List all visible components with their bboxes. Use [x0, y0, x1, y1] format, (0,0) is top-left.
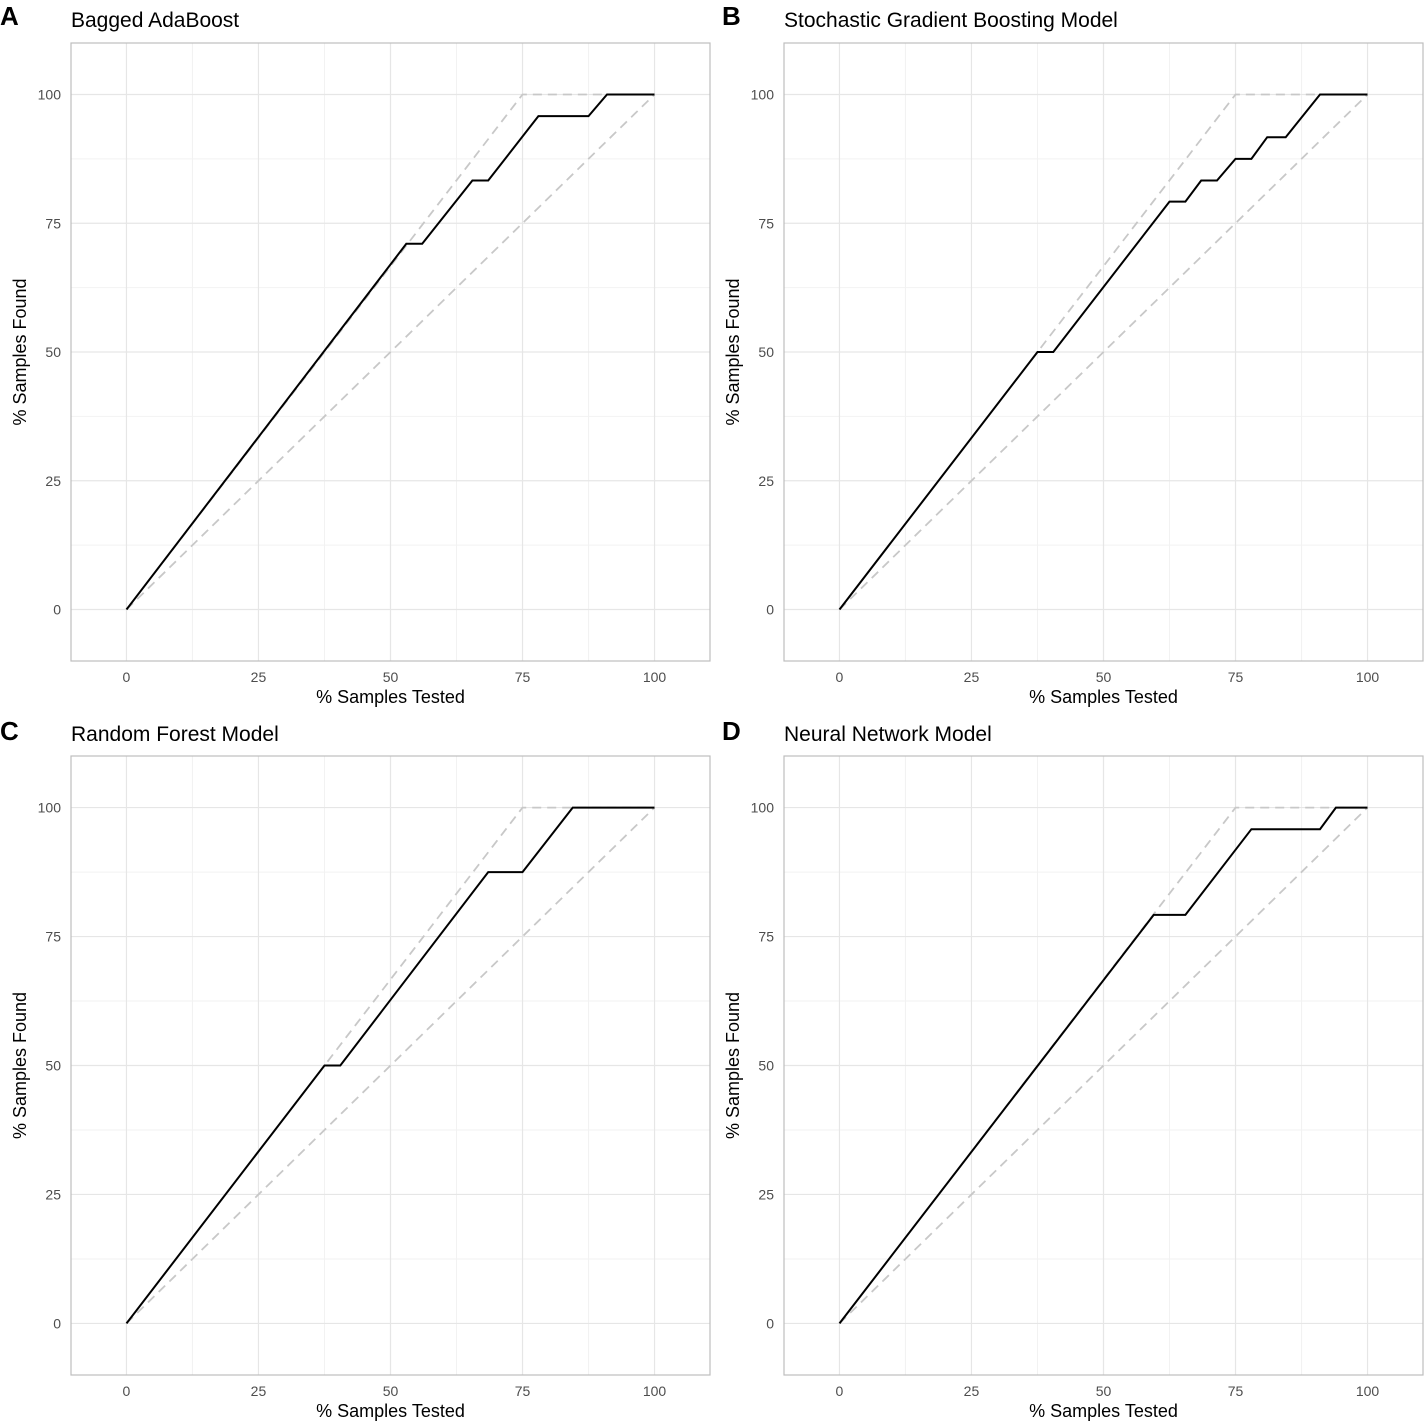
y-tick-label: 50: [45, 1058, 61, 1074]
y-tick-label: 75: [45, 215, 61, 231]
panel-title: Random Forest Model: [71, 723, 279, 746]
x-tick-label: 25: [251, 669, 267, 685]
y-tick-label: 25: [758, 473, 774, 489]
x-axis-title: % Samples Tested: [1029, 1401, 1178, 1421]
x-tick-label: 100: [1356, 1383, 1380, 1399]
series-random-line: [838, 806, 1369, 1325]
grid: [71, 43, 710, 661]
y-tick-label: 0: [766, 602, 774, 618]
x-tick-label: 50: [383, 669, 399, 685]
y-tick-label: 50: [45, 344, 61, 360]
series-random-line: [125, 93, 656, 611]
y-tick-label: 25: [45, 1186, 61, 1202]
panel-c: C Random Forest Model 0 25 50 75 100 0 25 50 75 100…: [0, 716, 711, 1421]
y-tick-label: 0: [53, 602, 61, 618]
x-tick-label: 0: [123, 1383, 131, 1399]
y-tick-label: 100: [38, 800, 62, 816]
x-tick-label: 25: [964, 1383, 980, 1399]
x-tick-label: 25: [964, 669, 980, 685]
x-tick-label: 100: [1356, 669, 1380, 685]
y-tick-label: 75: [758, 929, 774, 945]
panel-border: [783, 755, 1424, 1376]
x-tick-label: 75: [515, 669, 531, 685]
panel-letter: C: [0, 716, 19, 746]
y-tick-label: 0: [766, 1315, 774, 1331]
panel-border: [70, 755, 711, 1376]
panel-border: [783, 42, 1424, 662]
panel-title: Stochastic Gradient Boosting Model: [784, 9, 1118, 32]
grid: [784, 43, 1423, 661]
y-tick-label: 0: [53, 1315, 61, 1331]
grid: [71, 756, 710, 1375]
series-random-line: [838, 93, 1369, 611]
y-axis-title: % Samples Found: [723, 278, 743, 425]
y-tick-label: 25: [758, 1186, 774, 1202]
x-tick-label: 0: [836, 1383, 844, 1399]
y-tick-label: 50: [758, 344, 774, 360]
panel-a: A Bagged AdaBoost 0 25 50 75 100 0 25 50 75 100 % Sa…: [0, 1, 711, 707]
series-random-line: [125, 806, 656, 1325]
series-model-line: [125, 93, 655, 611]
y-tick-label: 75: [758, 215, 774, 231]
y-axis-title: % Samples Found: [723, 992, 743, 1139]
panel-letter: A: [0, 1, 19, 31]
series-model-line: [125, 806, 655, 1325]
x-tick-label: 0: [836, 669, 844, 685]
y-tick-label: 100: [38, 87, 62, 103]
panel-d: D Neural Network Model 0 25 50 75 100 0 25 50 75 10…: [722, 716, 1424, 1421]
y-tick-label: 100: [751, 800, 775, 816]
x-tick-label: 75: [515, 1383, 531, 1399]
y-tick-label: 50: [758, 1058, 774, 1074]
panel-title: Bagged AdaBoost: [71, 9, 239, 32]
x-axis-title: % Samples Tested: [316, 1401, 465, 1421]
panel-letter: B: [722, 1, 741, 31]
panel-title: Neural Network Model: [784, 723, 992, 746]
x-axis-title: % Samples Tested: [1029, 687, 1178, 707]
x-tick-label: 50: [1096, 1383, 1112, 1399]
x-tick-label: 0: [123, 669, 131, 685]
x-tick-label: 50: [1096, 669, 1112, 685]
y-tick-label: 25: [45, 473, 61, 489]
x-tick-label: 75: [1228, 1383, 1244, 1399]
grid: [784, 756, 1423, 1375]
x-tick-label: 50: [383, 1383, 399, 1399]
y-axis-title: % Samples Found: [10, 992, 30, 1139]
y-axis-title: % Samples Found: [10, 278, 30, 425]
series-model-line: [838, 93, 1368, 611]
x-tick-label: 25: [251, 1383, 267, 1399]
x-tick-label: 100: [643, 669, 667, 685]
y-tick-label: 75: [45, 929, 61, 945]
panel-letter: D: [722, 716, 741, 746]
x-axis-title: % Samples Tested: [316, 687, 465, 707]
series-model-line: [838, 806, 1368, 1325]
panel-border: [70, 42, 711, 662]
x-tick-label: 75: [1228, 669, 1244, 685]
x-tick-label: 100: [643, 1383, 667, 1399]
panel-b: B Stochastic Gradient Boosting Model 0 25 50…: [722, 1, 1424, 707]
y-tick-label: 100: [751, 87, 775, 103]
